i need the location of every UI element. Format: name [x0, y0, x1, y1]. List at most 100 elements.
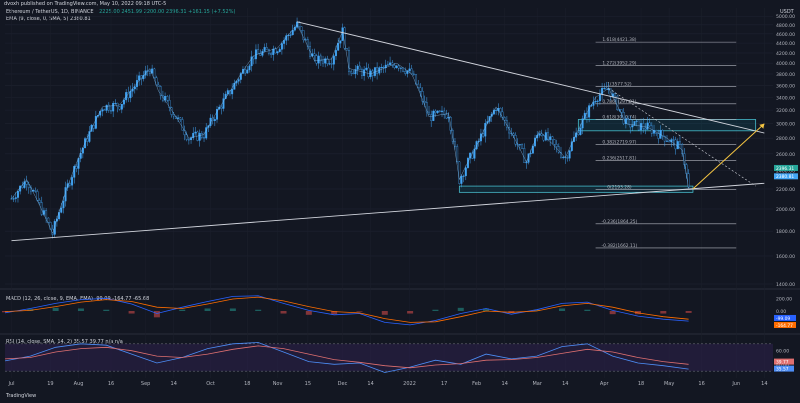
candle-body — [631, 125, 634, 128]
candle-body — [345, 48, 348, 51]
candle-body — [60, 207, 63, 213]
x-tick-label: Mar — [532, 381, 542, 387]
x-tick-label: 17 — [441, 381, 447, 387]
candle-body — [389, 62, 392, 65]
macd-histogram-bar — [584, 309, 591, 311]
candle-body — [417, 83, 420, 88]
candle-body — [313, 53, 316, 56]
candle-body — [291, 30, 294, 36]
published-line: dvoxh published on TradingView.com, May … — [4, 1, 167, 7]
candle-body — [562, 156, 565, 158]
candle-body — [653, 130, 655, 134]
candle-body — [441, 110, 443, 112]
candle-body — [339, 40, 342, 44]
macd-line — [4, 295, 689, 326]
candle-body — [220, 106, 223, 109]
candle-body — [592, 101, 595, 106]
candle-body — [484, 122, 487, 137]
candle-body — [274, 48, 277, 54]
candle-body — [350, 71, 353, 74]
candle-body — [544, 132, 547, 141]
candle-body — [454, 141, 456, 147]
price-tag-label: 2380.81 — [776, 174, 794, 180]
y-tick-label: 2400.00 — [776, 169, 795, 175]
candle-body — [523, 148, 526, 163]
symbol-legend[interactable]: Ethereum / TetherUS, 1D, BINANCE 2225.00… — [6, 9, 235, 15]
candle-body — [438, 110, 441, 112]
y-tick-label: 1400.00 — [776, 282, 795, 288]
candle-body — [25, 181, 28, 185]
candle-body — [203, 137, 206, 139]
x-tick-label: 14 — [761, 381, 767, 387]
candle-body — [503, 117, 506, 121]
candle-body — [198, 133, 201, 141]
candle-body — [629, 119, 632, 128]
dashed-projection — [608, 88, 756, 187]
candle-body — [598, 94, 601, 102]
candle-body — [475, 141, 478, 150]
candle-body — [661, 130, 664, 137]
x-tick-label: 18 — [244, 381, 250, 387]
candle-body — [560, 152, 562, 158]
candle-body — [75, 166, 78, 169]
ohlc-values: 2225.00 2451.99 2200.00 2396.31 +161.15 … — [99, 9, 236, 15]
candle-body — [166, 96, 169, 101]
rsi-line — [4, 342, 689, 373]
candle-body — [356, 65, 359, 70]
candle-body — [233, 82, 236, 90]
candle-body — [105, 104, 108, 111]
macd-histogram-bar — [305, 311, 312, 315]
candle-body — [267, 49, 270, 54]
candle-body — [335, 50, 337, 57]
candle-body — [572, 137, 575, 142]
candle-body — [278, 49, 281, 52]
y-tick-label: 4000.00 — [776, 61, 795, 67]
x-tick-label: 14 — [562, 381, 568, 387]
macd-histogram-bar — [153, 311, 160, 318]
candle-body — [354, 69, 357, 75]
candle-body — [88, 131, 91, 142]
macd-histogram-bar — [457, 307, 464, 311]
x-tick-label: Nov — [273, 381, 283, 387]
candle-body — [107, 104, 110, 111]
rsi-value-label: 35.57 — [776, 366, 789, 372]
candle-body — [672, 139, 675, 141]
macd-histogram-bar — [407, 311, 414, 314]
macd-signal-line — [4, 296, 689, 323]
macd-legend[interactable]: MACD (12, 26, close, 9, EMA, EMA) -99.09… — [6, 296, 150, 302]
x-tick-label: 15 — [305, 381, 311, 387]
candle-body — [687, 173, 690, 188]
candle-body — [668, 140, 671, 143]
macd-histogram-bar — [609, 311, 616, 315]
candle-body — [666, 140, 668, 142]
rsi-value-tag — [774, 365, 794, 372]
ema-legend[interactable]: EMA (9, close, 0, SMA, 5) 2380.81 — [6, 16, 91, 22]
macd-y-tick: 0.00 — [776, 309, 786, 315]
fib-level-label: 0.786(3297.01) — [602, 99, 636, 105]
candle-body — [177, 117, 180, 119]
candle-body — [521, 144, 524, 149]
y-tick-label: 3600.00 — [776, 83, 795, 89]
candle-body — [581, 118, 584, 129]
x-tick-label: 14 — [367, 381, 373, 387]
candle-body — [380, 67, 383, 69]
fib-level-label: 0.618(3060.74) — [602, 114, 636, 120]
candle-body — [68, 183, 71, 186]
candle-body — [27, 184, 30, 188]
candle-body — [391, 62, 394, 66]
candle-body — [94, 115, 97, 129]
candle-body — [110, 110, 112, 112]
candle-body — [393, 65, 396, 68]
fib-levels: 1.618(4421.38) 1.272(3952.29) 1(3577.52) 0.… — [595, 37, 737, 249]
x-tick-label: Feb — [472, 381, 481, 387]
candle-body — [499, 107, 502, 113]
candle-body — [244, 69, 247, 74]
support-resistance-zone — [577, 119, 757, 132]
candle-body — [376, 67, 379, 74]
candle-body — [635, 120, 638, 122]
rsi-legend[interactable]: RSI (14, close, SMA, 14, 2) 35.57 39.77 … — [6, 339, 123, 345]
candle-body — [399, 67, 402, 69]
candle-body — [568, 150, 571, 159]
